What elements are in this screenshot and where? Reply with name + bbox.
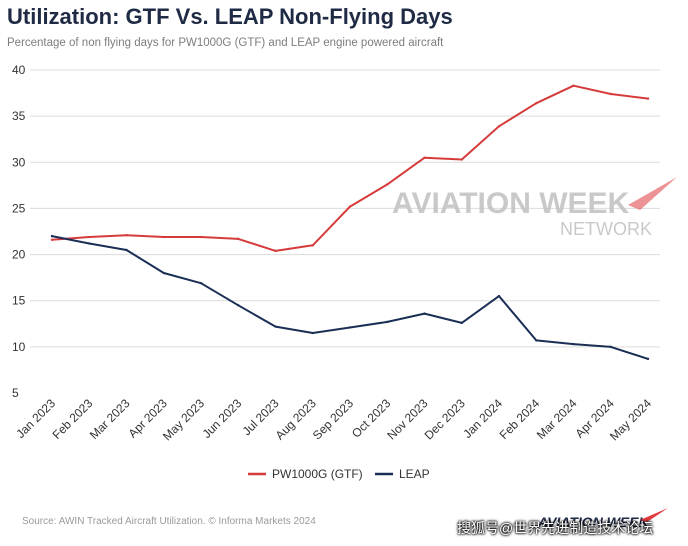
y-tick-label: 20 <box>12 248 26 262</box>
footer-logo-text: AVIATION WEEK <box>537 514 650 530</box>
y-tick-label: 30 <box>12 155 26 169</box>
logo-text: AVIATION WEEK <box>392 187 630 220</box>
legend: PW1000G (GTF) LEAP <box>248 467 430 481</box>
data-point <box>88 235 91 239</box>
source-note: Source: AWIN Tracked Aircraft Utilizatio… <box>22 516 316 527</box>
data-point <box>572 342 575 346</box>
logo-subtext: NETWORK <box>560 219 652 239</box>
y-tick-label: 5 <box>12 386 19 400</box>
data-point <box>572 84 575 87</box>
data-point <box>274 325 277 328</box>
data-point <box>535 339 538 342</box>
data-point <box>88 242 91 245</box>
x-tick-label: Dec 2023 <box>422 396 468 442</box>
logo-swoosh-icon <box>628 177 677 210</box>
legend-label: PW1000G (GTF) <box>272 467 363 481</box>
data-point <box>646 97 650 100</box>
data-point <box>162 271 165 275</box>
chart-title: Utilization: GTF Vs. LEAP Non-Flying Day… <box>7 4 453 29</box>
data-point <box>311 244 314 247</box>
data-point <box>274 249 277 253</box>
data-point <box>125 233 128 237</box>
data-point <box>199 235 203 239</box>
data-point <box>237 237 240 241</box>
y-tick-label: 35 <box>12 109 26 123</box>
chart-subtitle: Percentage of non flying days for PW1000… <box>7 37 444 49</box>
footer-logo-swoosh-icon <box>640 508 668 522</box>
footer-logo: AVIATION WEEK <box>537 508 668 530</box>
data-point <box>237 304 240 307</box>
data-point <box>497 125 501 128</box>
watermark: 搜狐号@世界先进制造技术论坛 <box>457 520 654 536</box>
data-point <box>423 312 426 315</box>
series-line-0 <box>51 84 649 252</box>
x-tick-label: May 2023 <box>160 396 207 443</box>
series-lines <box>50 84 650 361</box>
y-tick-label: 10 <box>12 340 26 354</box>
data-point <box>50 238 54 242</box>
data-point <box>609 345 612 349</box>
data-point <box>348 205 352 208</box>
y-tick-label: 25 <box>12 201 26 215</box>
data-point <box>199 281 203 285</box>
data-point <box>646 357 650 361</box>
data-point <box>535 102 538 105</box>
gridlines <box>30 69 660 348</box>
data-point <box>50 234 54 238</box>
x-tick-label: May 2024 <box>607 396 654 443</box>
y-tick-label: 40 <box>12 63 26 77</box>
legend-label: LEAP <box>399 467 430 481</box>
data-point <box>386 183 389 186</box>
x-tick-label: Jun 2023 <box>200 396 245 441</box>
x-tick-label: Sep 2023 <box>310 396 356 442</box>
x-tick-label: Mar 2023 <box>87 396 133 442</box>
data-point <box>386 320 389 324</box>
aviation-week-logo: AVIATION WEEK NETWORK <box>392 177 677 239</box>
data-point <box>423 156 426 159</box>
data-point <box>125 248 128 252</box>
y-axis-ticks: 5 10 15 20 25 30 35 40 <box>12 63 26 400</box>
y-tick-label: 15 <box>12 294 26 308</box>
data-point <box>162 235 165 239</box>
data-point <box>348 326 352 329</box>
data-point <box>460 158 463 161</box>
data-point <box>311 331 314 335</box>
x-tick-label: Mar 2024 <box>534 396 580 442</box>
data-point <box>460 321 463 325</box>
data-point <box>609 92 612 96</box>
data-point <box>497 294 501 298</box>
